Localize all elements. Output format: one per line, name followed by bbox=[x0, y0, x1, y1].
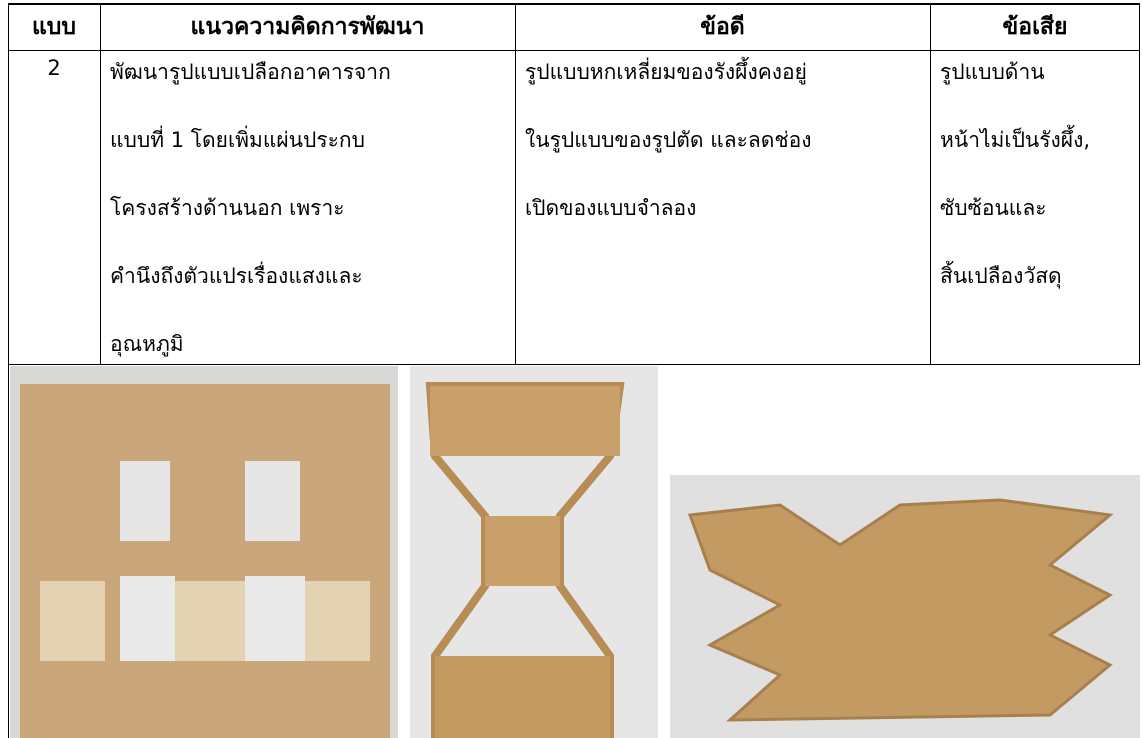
cell-line: แบบที่ 1 โดยเพิ่มแผ่นประกบ bbox=[110, 128, 365, 152]
photo bbox=[670, 475, 1140, 738]
border bbox=[1139, 3, 1140, 365]
photo bbox=[410, 366, 658, 738]
photo-model bbox=[425, 382, 625, 738]
border bbox=[8, 3, 1140, 5]
cell-line: รูปแบบด้าน bbox=[940, 60, 1045, 84]
cell-line: คำนึงถึงตัวแปรเรื่องแสงและ bbox=[110, 264, 363, 288]
cell-line: เปิดของแบบจำลอง bbox=[525, 196, 697, 220]
border bbox=[100, 3, 101, 365]
header-cell: ข้อดี bbox=[700, 14, 745, 40]
border bbox=[515, 3, 516, 365]
photo bbox=[10, 366, 398, 738]
cell-line: สิ้นเปลืองวัสดุ bbox=[940, 264, 1062, 288]
header-cell: ข้อเสีย bbox=[1002, 14, 1068, 40]
cell-line: ในรูปแบบของรูปตัด และลดช่อง bbox=[525, 128, 812, 152]
border bbox=[8, 364, 1140, 365]
photo-model bbox=[20, 384, 390, 738]
cell-line: รูปแบบหกเหลี่ยมของรังผึ้งคงอยู่ bbox=[525, 60, 807, 84]
photo-model bbox=[687, 498, 1114, 722]
header-cell: แนวความคิดการพัฒนา bbox=[190, 14, 425, 40]
cell-line: พัฒนารูปแบบเปลือกอาคารจาก bbox=[110, 60, 391, 84]
cell-line: อุณหภูมิ bbox=[110, 332, 184, 356]
header-cell: แบบ bbox=[31, 14, 77, 40]
border bbox=[930, 3, 931, 365]
border bbox=[8, 3, 9, 738]
cell-line: หน้าไม่เป็นรังผึ้ง, bbox=[940, 128, 1091, 152]
cell-line: ซับซ้อนและ bbox=[940, 196, 1047, 220]
cell-text: 2 bbox=[47, 56, 61, 80]
cell-line: โครงสร้างด้านนอก เพราะ bbox=[110, 196, 345, 220]
border bbox=[8, 50, 1140, 51]
